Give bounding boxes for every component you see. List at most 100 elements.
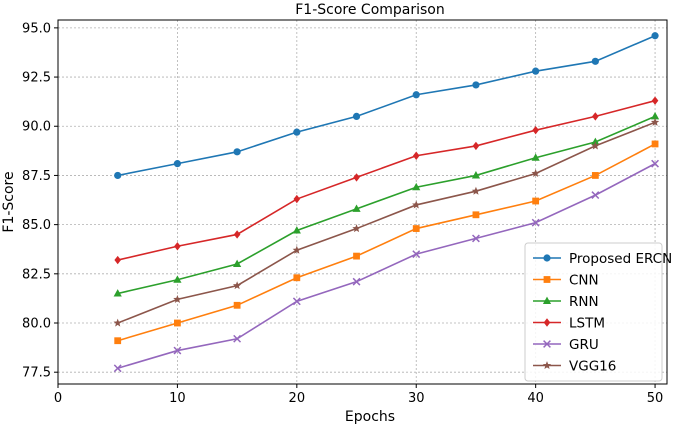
- y-tick-label: 90.0: [22, 120, 51, 135]
- data-point: [352, 112, 361, 121]
- series-cnn: [114, 140, 659, 345]
- data-point: [293, 274, 301, 282]
- data-point: [591, 141, 600, 150]
- data-point: [292, 297, 301, 306]
- y-tick-label: 77.5: [22, 366, 51, 381]
- data-point: [532, 197, 540, 205]
- data-point: [352, 277, 361, 286]
- legend-label: VGG16: [569, 358, 616, 374]
- data-point: [174, 319, 181, 327]
- data-point: [233, 334, 242, 343]
- data-point: [233, 259, 242, 267]
- y-tick-label: 85.0: [22, 218, 51, 233]
- legend-item-cnn: CNN: [533, 272, 599, 288]
- x-tick-label: 50: [647, 391, 664, 406]
- data-point: [233, 148, 241, 156]
- data-point: [531, 169, 540, 178]
- plot-frame: [57, 19, 668, 385]
- series-line: [117, 99, 656, 261]
- series-line: [117, 35, 656, 177]
- series-proposed-ercn: [114, 32, 659, 180]
- axis-ticks: 0 10 20 30 40 50 77.5 80.0 82.5 85.0 87.5 90.0 92.5 9…: [22, 21, 663, 406]
- chart-title: F1-Score Comparison: [295, 2, 445, 18]
- data-point: [472, 234, 480, 243]
- data-point: [353, 173, 360, 182]
- x-tick-label: 20: [289, 391, 306, 406]
- legend-item-proposed-ercn: Proposed ERCN: [533, 251, 672, 267]
- data-point: [531, 153, 540, 161]
- data-point: [650, 117, 660, 126]
- data-point: [353, 252, 360, 260]
- data-point: [472, 81, 480, 89]
- data-point: [174, 242, 181, 251]
- legend-marker: [543, 318, 551, 327]
- y-tick-label: 95.0: [22, 21, 51, 36]
- data-point: [472, 211, 480, 219]
- y-tick-label: 92.5: [22, 71, 51, 86]
- y-tick-label: 87.5: [22, 169, 51, 184]
- data-point: [173, 160, 182, 168]
- data-point: [113, 318, 122, 327]
- x-tick-label: 40: [527, 391, 544, 406]
- series-vgg16: [113, 117, 660, 327]
- legend-box: [524, 242, 663, 382]
- data-point: [591, 57, 599, 65]
- x-tick-label: 10: [169, 391, 186, 406]
- series-line: [117, 115, 656, 295]
- data-point: [114, 171, 122, 180]
- data-point: [232, 281, 242, 290]
- data-point: [412, 250, 421, 259]
- legend-label: RNN: [569, 294, 599, 310]
- legend-marker: [542, 296, 552, 304]
- data-point: [592, 112, 599, 121]
- legend-item-rnn: RNN: [533, 294, 599, 310]
- data-point: [651, 32, 659, 40]
- legend: Proposed ERCN CNN RNN LSTM GRU VGG16: [524, 242, 672, 382]
- legend-marker: [542, 361, 552, 370]
- data-point: [173, 275, 182, 283]
- data-point: [472, 141, 480, 151]
- data-point: [412, 151, 420, 160]
- legend-marker: [543, 254, 551, 262]
- data-point: [651, 96, 659, 105]
- data-point: [292, 245, 302, 254]
- data-point: [651, 159, 659, 168]
- data-point: [292, 226, 301, 234]
- series-line: [117, 162, 656, 370]
- data-point: [113, 364, 122, 373]
- data-point: [531, 218, 540, 227]
- data-point: [233, 301, 241, 309]
- legend-marker: [543, 276, 551, 283]
- legend-label: Proposed ERCN: [569, 251, 672, 267]
- data-point: [591, 137, 600, 145]
- data-point: [114, 255, 122, 265]
- data-point: [591, 191, 600, 200]
- y-axis-label: F1-Score: [1, 171, 17, 232]
- legend-label: GRU: [569, 337, 599, 353]
- legend-item-lstm: LSTM: [533, 315, 605, 331]
- series-line: [117, 121, 656, 324]
- data-point: [532, 67, 540, 75]
- legend-label: LSTM: [569, 315, 605, 331]
- data-point: [113, 289, 122, 297]
- data-point: [352, 224, 361, 233]
- series-layer: [113, 32, 660, 373]
- legend-item-gru: GRU: [533, 337, 599, 353]
- series-rnn: [113, 112, 660, 297]
- x-tick-label: 0: [54, 391, 62, 406]
- data-point: [114, 337, 122, 345]
- data-point: [651, 140, 659, 148]
- data-point: [412, 200, 421, 209]
- data-point: [412, 182, 421, 191]
- series-gru: [113, 159, 659, 373]
- series-lstm: [114, 96, 659, 265]
- data-point: [591, 172, 599, 179]
- data-point: [532, 125, 539, 135]
- data-point: [471, 171, 481, 179]
- data-point: [412, 91, 420, 99]
- series-line: [117, 143, 656, 342]
- data-point: [233, 230, 241, 239]
- data-point: [412, 225, 420, 232]
